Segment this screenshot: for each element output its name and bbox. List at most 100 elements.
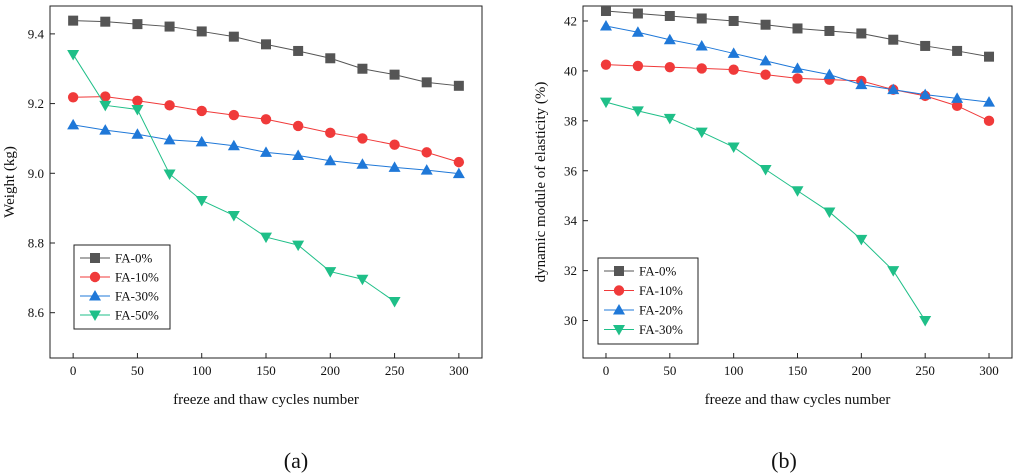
data-point (453, 156, 465, 168)
x-tick-label: 0 (70, 363, 77, 378)
series-FA-50% (67, 49, 401, 308)
data-point (631, 106, 644, 117)
data-point (389, 69, 400, 80)
data-point (632, 8, 643, 19)
data-point (356, 274, 369, 286)
data-point (325, 53, 336, 64)
data-point (131, 105, 144, 116)
data-point (728, 15, 739, 26)
data-point (196, 26, 207, 37)
y-tick-label: 8.8 (28, 235, 44, 250)
data-point (855, 78, 868, 90)
data-point (824, 25, 835, 36)
x-axis-title: freeze and thaw cycles number (705, 392, 891, 408)
series-line (605, 10, 990, 58)
legend: FA-0% FA-10% FA-30% FA-50% (73, 244, 171, 330)
panel-a: 0 50 100 150 200 250 300 8.6 8.8 9.0 9.2 9.4 freeze … (2, 5, 483, 473)
data-point (196, 105, 207, 117)
data-point (952, 45, 963, 56)
data-point (453, 80, 464, 91)
data-point (984, 51, 995, 62)
data-point (100, 91, 111, 102)
data-point (292, 240, 305, 252)
x-tick-label: 200 (321, 363, 341, 378)
data-point (132, 95, 143, 106)
data-point (727, 47, 740, 58)
data-point (164, 100, 175, 111)
data-point (920, 40, 931, 51)
data-point (67, 118, 80, 130)
data-point (99, 100, 112, 112)
data-point (195, 195, 208, 207)
data-point (260, 232, 272, 244)
panel-b: 0 50 100 150 200 250 300 30 32 34 36 38 40 42 freeze a… (533, 5, 1013, 473)
data-point (261, 39, 271, 50)
legend-label: FA-0% (639, 264, 676, 279)
legend: FA-0% FA-10% FA-20% FA-30% (597, 257, 699, 345)
legend-label: FA-30% (115, 289, 159, 304)
data-point (324, 267, 337, 278)
data-point (228, 31, 239, 42)
data-point (856, 28, 867, 39)
y-tick-label: 42 (564, 13, 577, 28)
data-point (67, 92, 79, 103)
legend-swatch-marker (90, 253, 100, 263)
y-tick-label: 40 (564, 63, 577, 78)
data-point (452, 167, 465, 179)
data-point (260, 146, 272, 157)
data-point (163, 169, 176, 180)
data-point (68, 15, 79, 26)
data-point (728, 64, 739, 75)
legend-label: FA-20% (639, 303, 683, 318)
panel-caption: (b) (771, 448, 797, 473)
data-point (759, 54, 772, 66)
data-point (421, 77, 432, 88)
data-point (632, 60, 644, 72)
data-point (260, 114, 272, 125)
legend-swatch-marker (89, 290, 101, 301)
data-point (325, 127, 336, 139)
data-point (292, 149, 305, 161)
data-point (67, 49, 80, 61)
y-tick-label: 8.6 (28, 305, 45, 320)
x-tick-label: 100 (192, 363, 212, 378)
data-point (696, 13, 707, 24)
legend-label: FA-0% (115, 251, 152, 266)
data-point (887, 266, 900, 277)
series-FA-0% (68, 15, 464, 91)
series-FA-0% (600, 5, 995, 62)
data-point (983, 96, 996, 107)
series-FA-30% (67, 118, 465, 179)
data-point (599, 97, 612, 109)
data-point (887, 83, 900, 95)
series-FA-10% (67, 91, 465, 168)
data-point (663, 33, 676, 45)
data-point (324, 154, 337, 166)
data-point (919, 316, 932, 327)
series-FA-20% (599, 19, 996, 107)
data-point (195, 135, 208, 147)
y-axis-title: dynamic module of elasticity (%) (533, 82, 549, 283)
data-point (823, 207, 836, 218)
legend-swatch-marker (89, 310, 101, 321)
x-tick-label: 250 (915, 363, 935, 378)
y-tick-label: 38 (564, 113, 577, 128)
y-tick-label: 30 (564, 313, 577, 328)
panel-caption: (a) (284, 448, 308, 473)
data-point (164, 21, 175, 32)
data-point (760, 69, 771, 80)
data-point (695, 39, 708, 51)
data-point (292, 120, 304, 132)
data-point (600, 5, 611, 16)
data-point (727, 142, 740, 154)
data-point (131, 128, 144, 139)
x-tick-label: 200 (852, 363, 872, 378)
data-point (791, 62, 804, 73)
data-point (664, 61, 676, 73)
data-point (696, 63, 707, 74)
x-tick-label: 150 (256, 363, 276, 378)
series-line (73, 20, 459, 87)
data-point (983, 115, 995, 127)
data-point (664, 10, 675, 21)
data-point (99, 124, 112, 135)
